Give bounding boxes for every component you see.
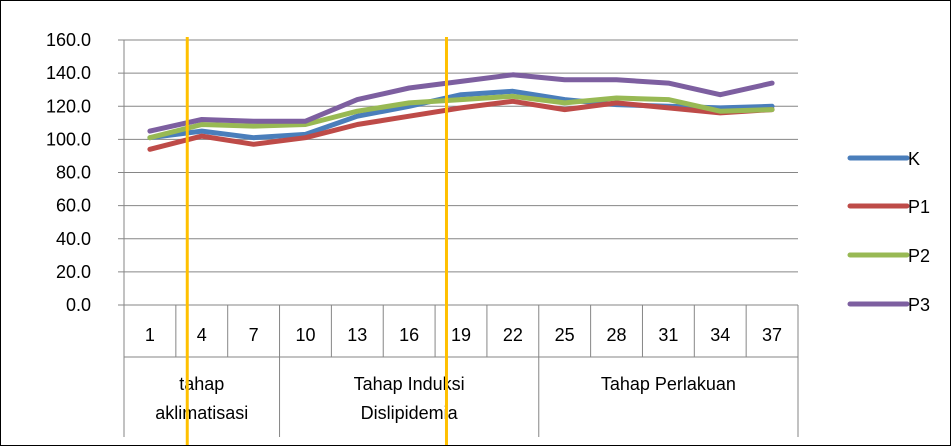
group-label: Tahap Induksi: [354, 374, 465, 394]
legend-label-k: K: [908, 149, 920, 169]
y-tick-label: 40.0: [56, 229, 91, 249]
x-tick-label: 7: [249, 325, 259, 345]
group-label: Tahap Perlakuan: [601, 374, 736, 394]
x-tick-label: 13: [347, 325, 367, 345]
x-tick-label: 37: [762, 325, 782, 345]
y-tick-label: 140.0: [46, 63, 91, 83]
x-tick-label: 25: [555, 325, 575, 345]
group-label: tahap: [179, 374, 224, 394]
y-tick-label: 0.0: [66, 295, 91, 315]
series-line-p2: [147, 93, 775, 141]
x-tick-label: 4: [197, 325, 207, 345]
x-tick-label: 1: [145, 325, 155, 345]
x-tick-label: 19: [451, 325, 471, 345]
y-tick-label: 160.0: [46, 30, 91, 50]
legend-label-p1: P1: [908, 197, 930, 217]
y-tick-label: 120.0: [46, 96, 91, 116]
legend-label-p3: P3: [908, 295, 930, 315]
x-tick-label: 34: [710, 325, 730, 345]
x-tick-label: 16: [399, 325, 419, 345]
series-line-p1: [147, 98, 775, 152]
group-label: Dislipidemia: [361, 403, 459, 423]
y-tick-label: 80.0: [56, 163, 91, 183]
x-tick-label: 22: [503, 325, 523, 345]
x-tick-label: 28: [607, 325, 627, 345]
y-tick-label: 60.0: [56, 196, 91, 216]
x-tick-label: 31: [658, 325, 678, 345]
y-tick-label: 20.0: [56, 262, 91, 282]
series-line-p3: [147, 72, 775, 134]
y-tick-label: 100.0: [46, 129, 91, 149]
x-tick-label: 10: [295, 325, 315, 345]
group-label: aklimatisasi: [155, 403, 248, 423]
legend-label-p2: P2: [908, 246, 930, 266]
